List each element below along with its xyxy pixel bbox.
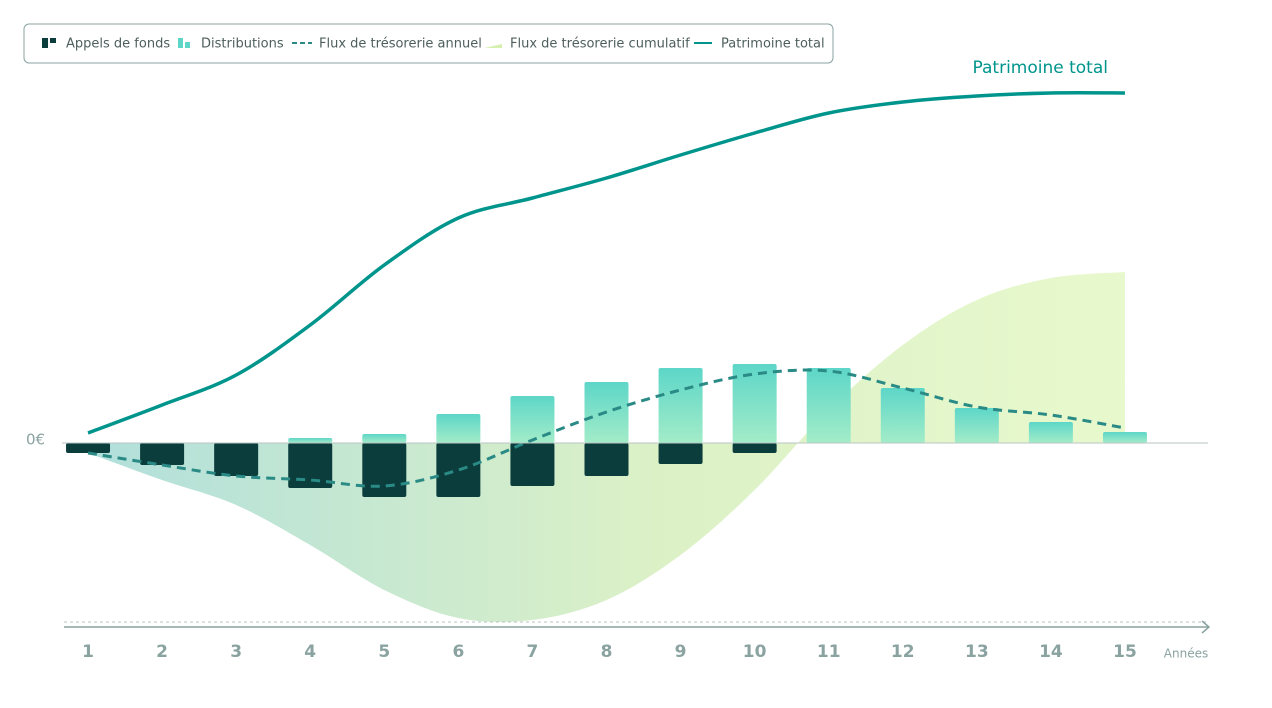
x-tick-label: 1: [82, 642, 94, 662]
x-tick-label: 7: [527, 642, 539, 662]
line: [87, 91, 1125, 435]
legend-label: Patrimoine total: [721, 37, 825, 52]
x-tick-label: 4: [304, 642, 316, 662]
bar: [1102, 432, 1147, 443]
x-axis-label: Années: [1164, 647, 1208, 661]
legend-label: Flux de trésorerie cumulatif: [510, 37, 690, 52]
x-tick-label: 12: [891, 642, 915, 662]
legend-label: Appels de fonds: [66, 37, 170, 52]
bar: [584, 443, 629, 476]
bar: [436, 443, 481, 497]
bar: [658, 443, 703, 464]
x-tick-label: 6: [452, 642, 464, 662]
bar: [288, 443, 333, 488]
x-tick-label: 9: [675, 642, 687, 662]
bar: [362, 443, 407, 497]
legend-swatch: [50, 38, 56, 43]
bar: [732, 364, 777, 443]
bar: [954, 408, 999, 443]
x-tick-label: 3: [230, 642, 242, 662]
x-tick-label: 11: [817, 642, 841, 662]
bar: [1028, 422, 1073, 443]
plot: [66, 91, 1147, 623]
bar: [510, 396, 555, 443]
bar: [66, 443, 111, 453]
bar: [140, 443, 185, 465]
y-tick-label: 0€: [26, 431, 45, 449]
x-tick-label: 2: [156, 642, 168, 662]
legend-label: Distributions: [201, 37, 284, 52]
bar: [806, 368, 851, 443]
legend: Appels de fonds Distributions Flux de tr…: [42, 37, 825, 52]
legend-swatch: [484, 44, 502, 48]
legend-label: Flux de trésorerie annuel: [319, 37, 482, 52]
x-tick-label: 5: [378, 642, 390, 662]
bar: [362, 434, 407, 443]
legend-swatch: [178, 38, 183, 48]
x-tick-label: 15: [1113, 642, 1137, 662]
x-tick-label: 8: [601, 642, 613, 662]
x-tick-label: 14: [1039, 642, 1063, 662]
bar: [436, 414, 481, 443]
bar: [658, 368, 703, 443]
x-tick-label: 13: [965, 642, 989, 662]
bar: [732, 443, 777, 453]
axis-arrow: [1201, 620, 1211, 634]
dashed-line: [87, 368, 1126, 488]
x-tick-label: 10: [743, 642, 767, 662]
bar: [880, 388, 925, 443]
legend-swatch: [185, 42, 190, 48]
annotation: Patrimoine total: [973, 58, 1108, 78]
bar: [510, 443, 555, 486]
bar: [288, 438, 333, 443]
legend-box: [23, 23, 834, 64]
legend-swatch: [42, 38, 48, 48]
bar: [214, 443, 259, 476]
